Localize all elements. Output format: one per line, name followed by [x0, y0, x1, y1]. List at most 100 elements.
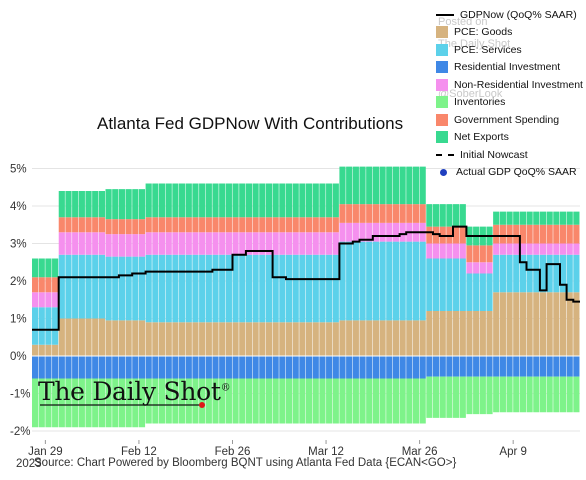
bar-segment — [392, 222, 400, 242]
legend-item-pce-services: PCE: Services — [436, 41, 583, 59]
bar-segment — [239, 183, 246, 218]
bar-segment — [65, 318, 72, 356]
bar-segment — [533, 254, 540, 293]
bar-segment — [332, 378, 339, 424]
bar-segment — [326, 217, 333, 233]
bar-segment — [553, 224, 560, 244]
bar-segment — [239, 217, 246, 233]
bar-segment — [32, 378, 39, 428]
bar-segment — [265, 183, 273, 218]
bar-segment — [152, 217, 159, 233]
bar-segment — [172, 254, 179, 323]
y-tick-label: 1% — [10, 314, 27, 326]
bar-segment — [252, 356, 259, 379]
bar-segment — [285, 356, 293, 379]
bar-segment — [132, 234, 139, 257]
bar-segment — [192, 254, 199, 323]
bar-segment — [573, 211, 580, 225]
bar-segment — [179, 378, 186, 424]
bar-segment — [392, 166, 400, 205]
bar-segment — [439, 311, 446, 356]
bar-segment — [192, 183, 199, 218]
bar-segment — [526, 211, 533, 225]
bar-segment — [392, 378, 400, 424]
legend-item-actual-gdp: Actual GDP QoQ% SAAR — [436, 164, 583, 182]
bar-segment — [279, 183, 286, 218]
bar-segment — [459, 243, 466, 259]
bar-segment — [225, 356, 232, 379]
bar-segment — [539, 292, 547, 356]
bar-segment — [38, 307, 45, 345]
bar-segment — [352, 241, 359, 321]
bar-segment — [352, 222, 359, 242]
bar-segment — [92, 378, 99, 428]
bar-segment — [52, 277, 59, 293]
bar-segment — [533, 376, 540, 413]
bar-segment — [205, 232, 212, 255]
logo-dot — [199, 402, 205, 408]
legend-label: Non-Residential Investment — [454, 78, 583, 91]
bar-segment — [132, 378, 139, 428]
bar-segment — [419, 204, 426, 223]
bar-segment — [199, 322, 206, 356]
bar-segment — [386, 204, 393, 223]
bar-segment — [58, 318, 65, 356]
bar-segment — [145, 322, 152, 356]
bar-segment — [145, 254, 152, 323]
bar-segment — [533, 292, 540, 356]
bar-segment — [533, 211, 540, 225]
bar-segment — [366, 320, 373, 356]
bar-segment — [299, 183, 306, 218]
bar-segment — [446, 204, 453, 227]
bar-segment — [172, 322, 179, 356]
bar-segment — [219, 232, 226, 255]
bar-segment — [346, 222, 353, 242]
bar-segment — [412, 356, 420, 379]
bar-segment — [259, 183, 266, 218]
legend-label: Actual GDP QoQ% SAAR — [456, 166, 577, 179]
bar-segment — [332, 217, 339, 233]
bar-segment — [165, 217, 172, 233]
bar-segment — [199, 254, 206, 323]
bar-segment — [573, 243, 580, 255]
bar-segment — [145, 232, 152, 255]
bar-segment — [205, 254, 212, 323]
bar-segment — [326, 378, 333, 424]
bar-segment — [553, 356, 560, 377]
watermark-daily-shot: The Daily Shot — [438, 38, 511, 50]
bar-segment — [499, 224, 506, 244]
bar-segment — [58, 191, 65, 218]
bar-segment — [406, 241, 413, 321]
bar-segment — [232, 254, 239, 323]
bar-segment — [439, 376, 446, 418]
bar-segment — [132, 256, 139, 321]
bar-segment — [439, 204, 446, 227]
bar-segment — [459, 356, 466, 377]
bar-segment — [486, 311, 493, 356]
bar-segment — [319, 254, 326, 323]
bar-segment — [432, 376, 440, 418]
bar-segment — [85, 378, 92, 428]
bar-segment — [212, 183, 219, 218]
bar-segment — [426, 311, 433, 356]
bar-segment — [78, 254, 85, 319]
bar-segment — [172, 183, 179, 218]
bar-segment — [219, 378, 226, 424]
bar-segment — [366, 356, 373, 379]
bar-segment — [372, 166, 379, 205]
x-tick-label: Apr 9 — [499, 446, 527, 458]
bar-segment — [259, 217, 266, 233]
bar-segment — [466, 356, 473, 377]
bar-segment — [279, 322, 286, 356]
bar-segment — [366, 241, 373, 321]
bar-segment — [32, 307, 39, 345]
bar-segment — [239, 322, 246, 356]
bar-segment — [339, 378, 346, 424]
bar-segment — [45, 356, 52, 379]
bar-segment — [252, 254, 259, 323]
bar-segment — [386, 356, 393, 379]
bar-segment — [412, 320, 420, 356]
bar-segment — [279, 232, 286, 255]
bar-segment — [566, 292, 573, 356]
bar-segment — [45, 277, 52, 293]
